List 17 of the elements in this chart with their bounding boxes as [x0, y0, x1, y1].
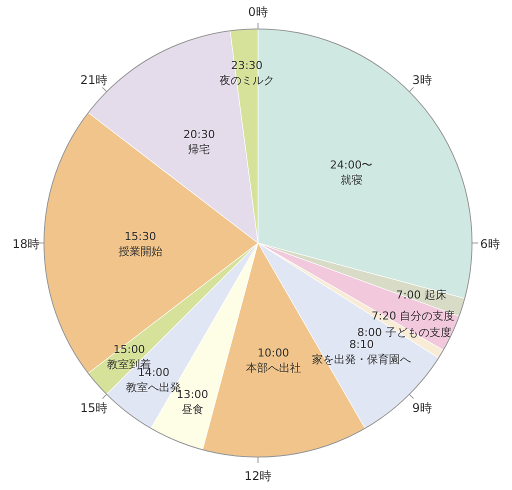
slice-label: 8:00 子どもの支度 — [357, 326, 452, 339]
text: 6時 — [480, 237, 500, 251]
text: 15時 — [80, 401, 108, 416]
text: 3時 — [412, 72, 432, 87]
slice-label: 7:20 自分の支度 — [372, 309, 455, 322]
slice-label: 7:00 起床 — [396, 288, 446, 302]
text: 12時 — [244, 469, 272, 483]
slice-label: 10:00 本部へ出社 — [246, 346, 301, 375]
slice-label: 20:30 帰宅 — [183, 128, 216, 156]
text: 0時 — [248, 5, 268, 19]
slice-label: 23:30 夜のミルク — [219, 59, 274, 88]
slice-label: 24:00〜就寝 — [330, 158, 373, 186]
text: 18時 — [12, 237, 40, 251]
text: 21時 — [80, 72, 108, 87]
text: 9時 — [412, 401, 432, 416]
slice-label: 15:30 授業開始 — [118, 230, 162, 258]
slice-label: 8:10 家を出発・保育園へ — [312, 338, 412, 366]
